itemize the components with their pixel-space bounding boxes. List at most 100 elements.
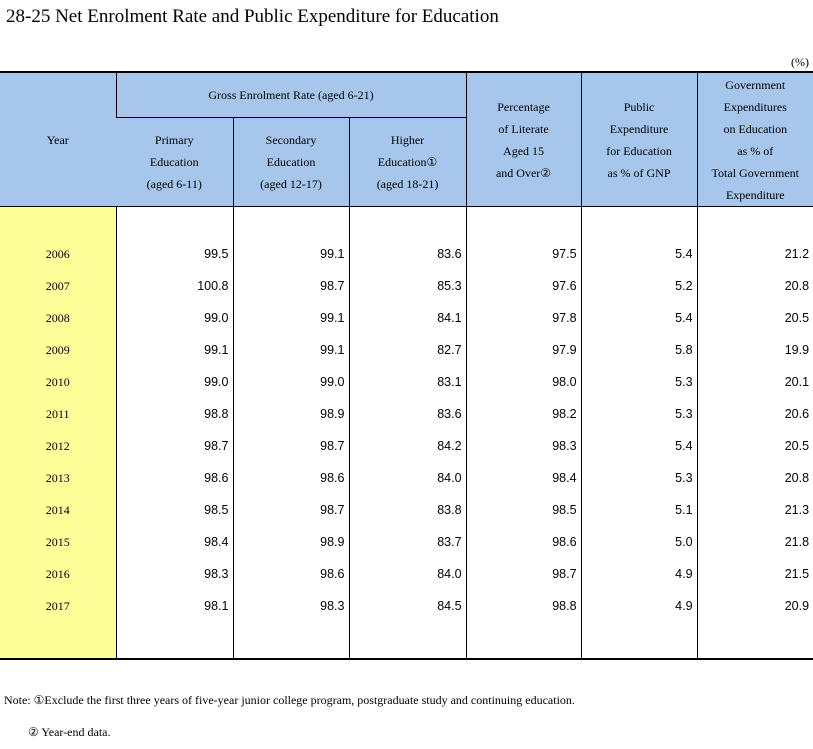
cell-secondary: 99.1 bbox=[232, 238, 349, 270]
table-row: 2017 98.1 98.3 84.5 98.8 4.9 20.9 bbox=[0, 590, 813, 622]
cell-secondary: 99.1 bbox=[232, 302, 349, 334]
cell-gov: 20.5 bbox=[696, 430, 813, 462]
cell-primary: 99.1 bbox=[115, 334, 233, 366]
page-title: 28-25 Net Enrolment Rate and Public Expe… bbox=[6, 6, 499, 27]
cell-gnp: 5.4 bbox=[580, 238, 698, 270]
cell-year: 2012 bbox=[0, 430, 116, 462]
cell-primary: 98.3 bbox=[115, 558, 233, 590]
cell-year: 2014 bbox=[0, 494, 116, 526]
cell-year: 2009 bbox=[0, 334, 116, 366]
cell-primary: 98.8 bbox=[115, 398, 233, 430]
cell-gnp: 5.4 bbox=[580, 430, 698, 462]
unit-label: (%) bbox=[791, 55, 809, 69]
cell-secondary: 99.1 bbox=[232, 334, 349, 366]
cell-literate: 98.5 bbox=[465, 494, 582, 526]
spacer-row bbox=[0, 206, 813, 238]
header-public-expenditure: Public Expenditure for Education as % of… bbox=[580, 71, 698, 207]
education-table: Year Gross Enrolment Rate (aged 6-21) Pe… bbox=[0, 71, 813, 660]
cell-secondary: 98.3 bbox=[232, 590, 349, 622]
header-literate: Percentage of Literate Aged 15 and Over② bbox=[465, 71, 582, 207]
cell-year: 2008 bbox=[0, 302, 116, 334]
cell-gnp: 5.2 bbox=[580, 270, 698, 302]
table-row: 2014 98.5 98.7 83.8 98.5 5.1 21.3 bbox=[0, 494, 813, 526]
cell-year: 2015 bbox=[0, 526, 116, 558]
table-row: 2007 100.8 98.7 85.3 97.6 5.2 20.8 bbox=[0, 270, 813, 302]
table-row: 2013 98.6 98.6 84.0 98.4 5.3 20.8 bbox=[0, 462, 813, 494]
cell-gov: 19.9 bbox=[696, 334, 813, 366]
header-primary: Primary Education (aged 6-11) bbox=[116, 117, 233, 207]
table-row: 2011 98.8 98.9 83.6 98.2 5.3 20.6 bbox=[0, 398, 813, 430]
cell-gov: 21.3 bbox=[696, 494, 813, 526]
cell-literate: 97.5 bbox=[465, 238, 582, 270]
cell-year: 2017 bbox=[0, 590, 116, 622]
cell-higher: 84.1 bbox=[348, 302, 467, 334]
table-row: 2012 98.7 98.7 84.2 98.3 5.4 20.5 bbox=[0, 430, 813, 462]
table-row: 2006 99.5 99.1 83.6 97.5 5.4 21.2 bbox=[0, 238, 813, 270]
cell-higher: 83.1 bbox=[348, 366, 467, 398]
cell-higher: 84.5 bbox=[348, 590, 467, 622]
cell-higher: 84.0 bbox=[348, 558, 467, 590]
cell-year: 2007 bbox=[0, 270, 116, 302]
cell-gov: 20.9 bbox=[696, 590, 813, 622]
cell-gnp: 5.3 bbox=[580, 398, 698, 430]
cell-literate: 98.4 bbox=[465, 462, 582, 494]
cell-year: 2010 bbox=[0, 366, 116, 398]
cell-year: 2013 bbox=[0, 462, 116, 494]
cell-secondary: 98.6 bbox=[232, 558, 349, 590]
cell-secondary: 98.9 bbox=[232, 398, 349, 430]
cell-literate: 98.8 bbox=[465, 590, 582, 622]
cell-primary: 100.8 bbox=[115, 270, 233, 302]
cell-secondary: 99.0 bbox=[232, 366, 349, 398]
header-row-2: Primary Education (aged 6-11) Secondary … bbox=[0, 117, 813, 207]
cell-gnp: 4.9 bbox=[580, 590, 698, 622]
header-year: Year bbox=[0, 71, 116, 207]
cell-secondary: 98.6 bbox=[232, 462, 349, 494]
cell-gnp: 5.3 bbox=[580, 366, 698, 398]
header-higher: Higher Education① (aged 18-21) bbox=[348, 117, 467, 207]
cell-higher: 82.7 bbox=[348, 334, 467, 366]
cell-primary: 98.5 bbox=[115, 494, 233, 526]
cell-gnp: 5.4 bbox=[580, 302, 698, 334]
cell-literate: 98.7 bbox=[465, 558, 582, 590]
cell-higher: 83.7 bbox=[348, 526, 467, 558]
table-row: 2008 99.0 99.1 84.1 97.8 5.4 20.5 bbox=[0, 302, 813, 334]
cell-year: 2011 bbox=[0, 398, 116, 430]
cell-gov: 20.8 bbox=[696, 270, 813, 302]
spacer-row-end bbox=[0, 622, 813, 660]
cell-gov: 20.6 bbox=[696, 398, 813, 430]
cell-higher: 84.2 bbox=[348, 430, 467, 462]
cell-primary: 99.5 bbox=[115, 238, 233, 270]
table-row: 2015 98.4 98.9 83.7 98.6 5.0 21.8 bbox=[0, 526, 813, 558]
cell-year: 2016 bbox=[0, 558, 116, 590]
cell-primary: 99.0 bbox=[115, 366, 233, 398]
cell-literate: 98.2 bbox=[465, 398, 582, 430]
cell-primary: 98.6 bbox=[115, 462, 233, 494]
cell-gov: 20.1 bbox=[696, 366, 813, 398]
cell-gov: 20.5 bbox=[696, 302, 813, 334]
cell-primary: 99.0 bbox=[115, 302, 233, 334]
cell-gov: 21.2 bbox=[696, 238, 813, 270]
cell-higher: 83.8 bbox=[348, 494, 467, 526]
cell-primary: 98.1 bbox=[115, 590, 233, 622]
header-row-1: Year Gross Enrolment Rate (aged 6-21) Pe… bbox=[0, 71, 813, 207]
cell-literate: 98.6 bbox=[465, 526, 582, 558]
cell-literate: 97.8 bbox=[465, 302, 582, 334]
cell-higher: 85.3 bbox=[348, 270, 467, 302]
cell-higher: 83.6 bbox=[348, 398, 467, 430]
header-secondary: Secondary Education (aged 12-17) bbox=[232, 117, 349, 207]
cell-gov: 21.8 bbox=[696, 526, 813, 558]
table-row: 2009 99.1 99.1 82.7 97.9 5.8 19.9 bbox=[0, 334, 813, 366]
cell-gov: 21.5 bbox=[696, 558, 813, 590]
cell-literate: 97.9 bbox=[465, 334, 582, 366]
cell-gnp: 4.9 bbox=[580, 558, 698, 590]
cell-gnp: 5.3 bbox=[580, 462, 698, 494]
cell-secondary: 98.7 bbox=[232, 270, 349, 302]
cell-secondary: 98.9 bbox=[232, 526, 349, 558]
note-1: Note: ①Exclude the first three years of … bbox=[4, 693, 575, 707]
cell-literate: 98.3 bbox=[465, 430, 582, 462]
cell-primary: 98.4 bbox=[115, 526, 233, 558]
cell-higher: 83.6 bbox=[348, 238, 467, 270]
cell-gnp: 5.8 bbox=[580, 334, 698, 366]
cell-gov: 20.8 bbox=[696, 462, 813, 494]
cell-gnp: 5.0 bbox=[580, 526, 698, 558]
